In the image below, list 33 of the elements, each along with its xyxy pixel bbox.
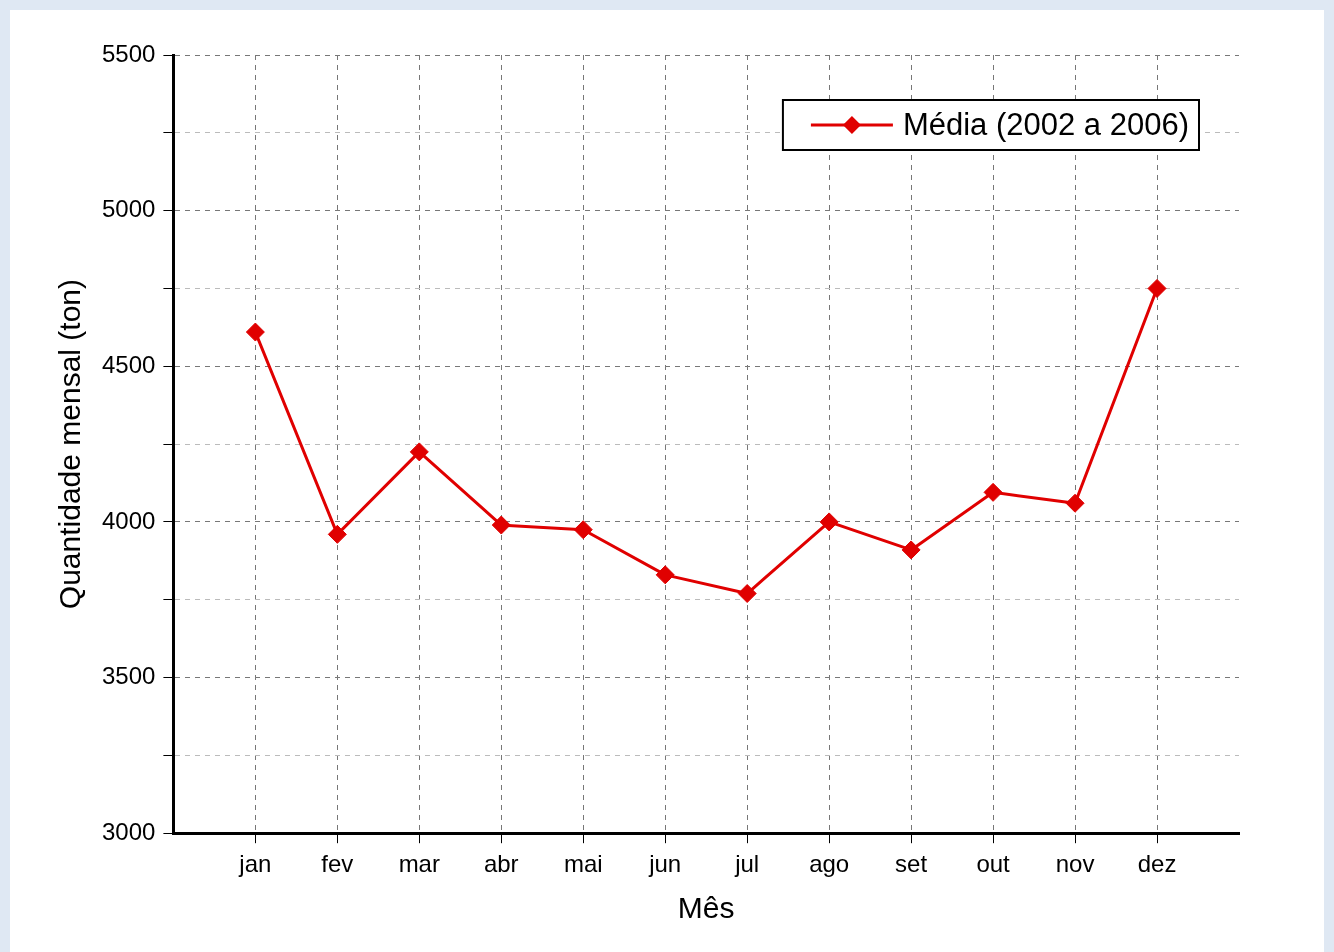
point	[409, 442, 429, 462]
y-tick-label: 3500	[102, 662, 156, 690]
y-tick-label: 4000	[102, 506, 156, 534]
point	[819, 512, 839, 532]
x-tick-label: dez	[1137, 850, 1177, 878]
point	[245, 322, 265, 342]
y-tick-label: 5000	[102, 195, 156, 223]
x-tick-label: mai	[563, 850, 603, 878]
x-tick-label: out	[976, 850, 1011, 878]
x-tick-label: abr	[483, 850, 519, 878]
point	[1147, 278, 1167, 298]
x-tick-label: fev	[321, 850, 354, 878]
x-tick-label: jul	[734, 850, 760, 878]
x-tick-label: ago	[809, 850, 850, 878]
x-tick-label: nov	[1055, 850, 1095, 878]
x-tick-label: jan	[238, 850, 272, 878]
point	[1065, 493, 1085, 513]
x-axis-title: Mês	[677, 891, 735, 925]
point	[491, 515, 511, 535]
x-tick-label: mar	[398, 850, 440, 878]
y-tick-label: 4500	[102, 350, 156, 378]
x-tick-label: jun	[648, 850, 682, 878]
point	[573, 520, 593, 540]
point	[737, 584, 757, 604]
x-tick-label: set	[895, 850, 928, 878]
point	[983, 482, 1003, 502]
y-tick-label: 5500	[102, 39, 156, 67]
y-tick-label: 3000	[102, 817, 156, 845]
legend-label: Média (2002 a 2006)	[902, 106, 1190, 142]
point	[901, 540, 921, 560]
point	[655, 565, 675, 585]
point	[327, 524, 347, 544]
y-axis-title: Quantidade mensal (ton)	[53, 279, 87, 610]
